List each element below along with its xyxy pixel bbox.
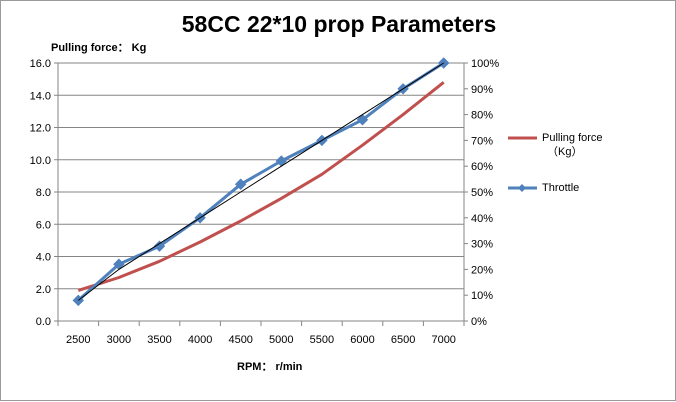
legend-marker xyxy=(518,184,526,192)
y-left-tick-label: 10.0 xyxy=(30,155,51,167)
x-tick-label: 7000 xyxy=(431,334,455,346)
y-left-tick-label: 14.0 xyxy=(30,90,51,102)
trend-line xyxy=(77,62,444,301)
x-tick-label: 5000 xyxy=(269,334,293,346)
y-right-tick-label: 0% xyxy=(471,316,487,328)
x-tick-label: 4000 xyxy=(188,334,212,346)
x-tick-label: 3000 xyxy=(107,334,131,346)
data-point-marker xyxy=(153,240,166,252)
y-left-tick-label: 12.0 xyxy=(30,123,51,135)
chart-title: 58CC 22*10 prop Parameters xyxy=(181,11,497,37)
legend-label: Pulling force xyxy=(542,132,603,144)
y-right-tick-label: 20% xyxy=(471,264,493,276)
x-tick-label: 4500 xyxy=(228,334,252,346)
y-left-tick-label: 4.0 xyxy=(36,252,51,264)
y-right-tick-label: 10% xyxy=(471,290,493,302)
y-right-tick-label: 90% xyxy=(471,84,493,96)
data-point-marker xyxy=(234,178,247,190)
y-axis-label: Pulling force： Kg xyxy=(51,42,147,54)
legend-label: （Kg） xyxy=(547,145,582,158)
y-left-tick-label: 0.0 xyxy=(36,316,51,328)
series-line xyxy=(77,81,445,292)
y-right-tick-label: 50% xyxy=(471,187,493,199)
y-left-tick-label: 6.0 xyxy=(36,219,51,231)
y-right-tick-label: 100% xyxy=(471,58,499,70)
y-left-tick-label: 8.0 xyxy=(36,187,51,199)
x-tick-label: 6000 xyxy=(350,334,374,346)
y-right-tick-label: 30% xyxy=(471,239,493,251)
y-right-tick-label: 70% xyxy=(471,135,493,147)
series-line xyxy=(77,61,445,302)
y-left-tick-label: 2.0 xyxy=(36,284,51,296)
x-tick-label: 2500 xyxy=(66,334,90,346)
x-tick-label: 3500 xyxy=(147,334,171,346)
y-right-tick-label: 80% xyxy=(471,110,493,122)
y-right-tick-label: 60% xyxy=(471,161,493,173)
x-tick-label: 5500 xyxy=(310,334,334,346)
data-point-marker xyxy=(356,114,369,126)
legend-label: Throttle xyxy=(542,182,579,194)
y-left-tick-label: 16.0 xyxy=(30,58,51,70)
y-right-tick-label: 40% xyxy=(471,213,493,225)
x-tick-label: 6500 xyxy=(391,334,415,346)
x-axis-label: RPM： r/min xyxy=(237,361,303,373)
